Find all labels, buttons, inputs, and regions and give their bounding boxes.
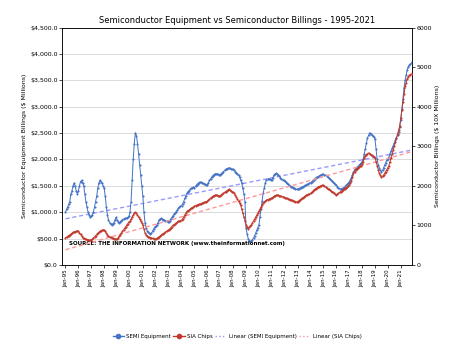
Y-axis label: Semiconductor Equipment Billings ($ Millions): Semiconductor Equipment Billings ($ Mill…: [22, 74, 27, 218]
Title: Semiconductor Equipment vs Semiconductor Billings - 1995-2021: Semiconductor Equipment vs Semiconductor…: [99, 17, 375, 25]
Y-axis label: Semiconductor Billings ($ 10X Millions): Semiconductor Billings ($ 10X Millions): [435, 85, 440, 207]
Text: SOURCE: THE INFORMATION NETWORK (www.theinformationnet.com): SOURCE: THE INFORMATION NETWORK (www.the…: [69, 241, 284, 246]
Legend: SEMI Equipment, SIA Chips, Linear (SEMI Equipment), Linear (SIA Chips): SEMI Equipment, SIA Chips, Linear (SEMI …: [110, 332, 364, 341]
